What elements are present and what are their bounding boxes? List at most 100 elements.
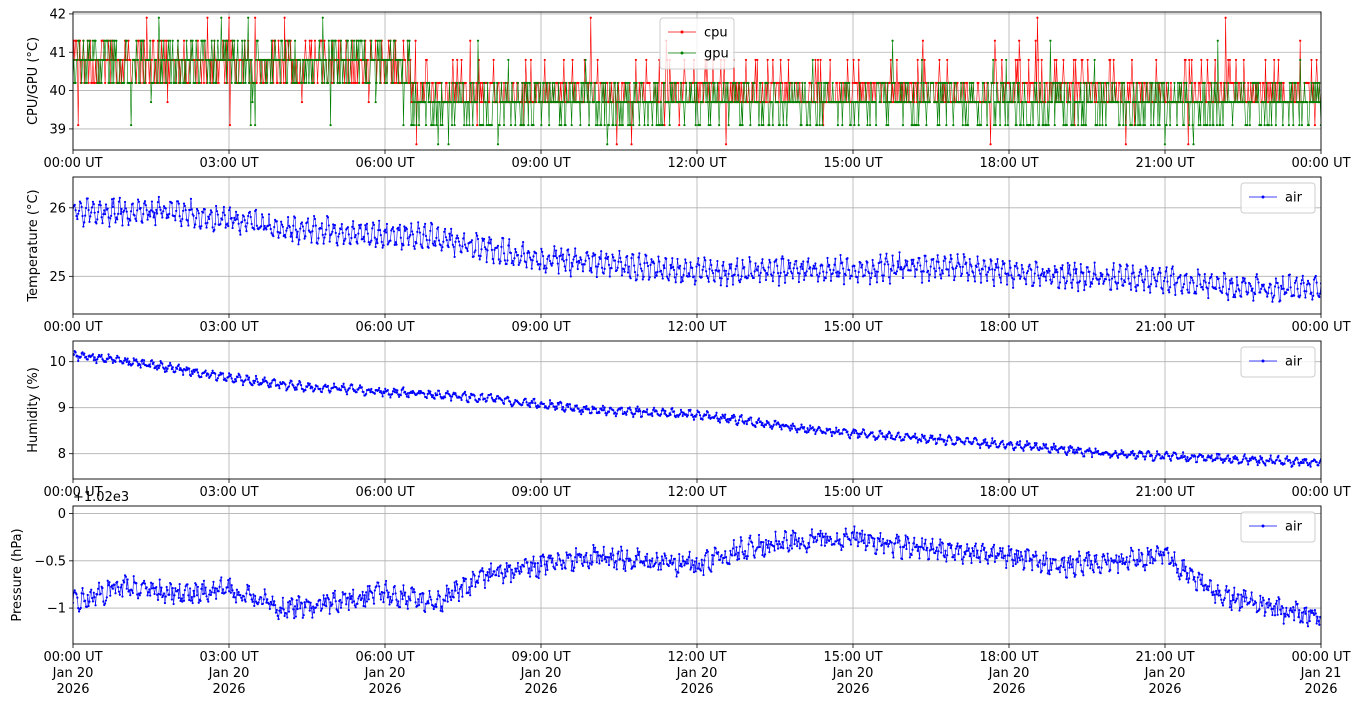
data-point: [598, 100, 601, 104]
data-point: [459, 396, 462, 399]
data-point: [1202, 123, 1206, 127]
data-point: [85, 81, 88, 85]
data-point: [1188, 291, 1191, 294]
data-point: [158, 39, 161, 42]
data-point: [782, 123, 785, 127]
data-point: [881, 279, 885, 283]
data-point: [785, 123, 788, 127]
data-point: [416, 230, 419, 233]
data-point: [279, 231, 282, 234]
data-point: [283, 16, 286, 19]
data-point: [541, 100, 544, 104]
data-point: [1064, 287, 1067, 290]
data-point: [234, 219, 237, 222]
data-point: [976, 123, 979, 127]
data-point: [1180, 81, 1183, 85]
data-point: [1155, 81, 1159, 85]
data-point: [1294, 279, 1297, 282]
data-point: [1065, 280, 1068, 283]
data-point: [886, 81, 889, 85]
data-point: [311, 386, 314, 389]
data-point: [165, 39, 168, 42]
data-point: [882, 100, 886, 104]
data-point: [447, 245, 450, 249]
data-point: [209, 209, 212, 212]
data-point: [842, 267, 845, 270]
data-point: [544, 100, 547, 104]
data-point: [424, 100, 427, 104]
data-point: [469, 39, 472, 42]
data-point: [501, 399, 504, 402]
data-point: [387, 241, 390, 244]
data-point: [819, 58, 822, 62]
data-point: [239, 376, 242, 379]
data-point: [190, 58, 193, 62]
data-point: [1044, 279, 1048, 282]
data-point: [630, 143, 633, 146]
data-point: [1124, 123, 1127, 127]
data-point: [559, 100, 562, 104]
data-point: [1189, 100, 1193, 104]
data-point: [1209, 275, 1212, 279]
data-point: [1130, 272, 1134, 275]
data-point: [374, 245, 377, 249]
data-point: [1169, 123, 1172, 127]
data-point: [370, 39, 373, 42]
data-point: [479, 254, 482, 258]
data-point: [347, 233, 350, 236]
data-point: [916, 81, 919, 85]
data-point: [905, 264, 908, 267]
data-point: [350, 81, 353, 85]
data-point: [187, 81, 190, 85]
data-point: [694, 279, 697, 282]
data-point: [1101, 273, 1104, 276]
data-point: [533, 397, 536, 400]
data-point: [471, 123, 474, 127]
data-point: [177, 58, 180, 62]
data-point: [430, 393, 433, 397]
data-point: [937, 260, 940, 264]
data-point: [947, 274, 951, 277]
y-axis-label: Humidity (%): [26, 367, 41, 453]
data-point: [394, 388, 397, 391]
data-point: [458, 244, 461, 247]
data-point: [804, 100, 807, 104]
data-point: [387, 39, 390, 42]
data-point: [483, 246, 487, 249]
data-point: [687, 100, 690, 104]
data-point: [391, 227, 394, 231]
data-point: [1069, 100, 1072, 104]
data-point: [817, 81, 820, 85]
data-point: [428, 239, 431, 242]
data-point: [405, 81, 408, 85]
data-point: [564, 269, 567, 272]
data-point: [725, 285, 729, 288]
data-point: [492, 262, 495, 265]
data-point: [110, 198, 114, 201]
data-point: [350, 39, 353, 42]
data-point: [1203, 81, 1206, 85]
data-point: [810, 81, 814, 85]
data-point: [310, 241, 313, 244]
data-point: [313, 39, 317, 42]
data-point: [1223, 81, 1226, 85]
data-point: [626, 254, 629, 258]
data-point: [1229, 282, 1232, 285]
data-point: [914, 275, 917, 278]
data-point: [429, 100, 432, 104]
data-point: [215, 210, 219, 213]
data-point: [386, 243, 389, 246]
data-point: [1002, 81, 1005, 85]
data-point: [605, 252, 608, 255]
data-point: [842, 100, 846, 104]
data-point: [1027, 265, 1030, 268]
data-point: [910, 81, 913, 85]
x-tick-label: 00:00 UT: [1291, 156, 1350, 171]
data-point: [899, 268, 902, 271]
data-point: [99, 355, 102, 358]
data-point: [602, 272, 605, 275]
data-point: [338, 232, 341, 235]
data-point: [120, 360, 123, 363]
data-point: [226, 222, 229, 225]
data-point: [528, 81, 532, 85]
